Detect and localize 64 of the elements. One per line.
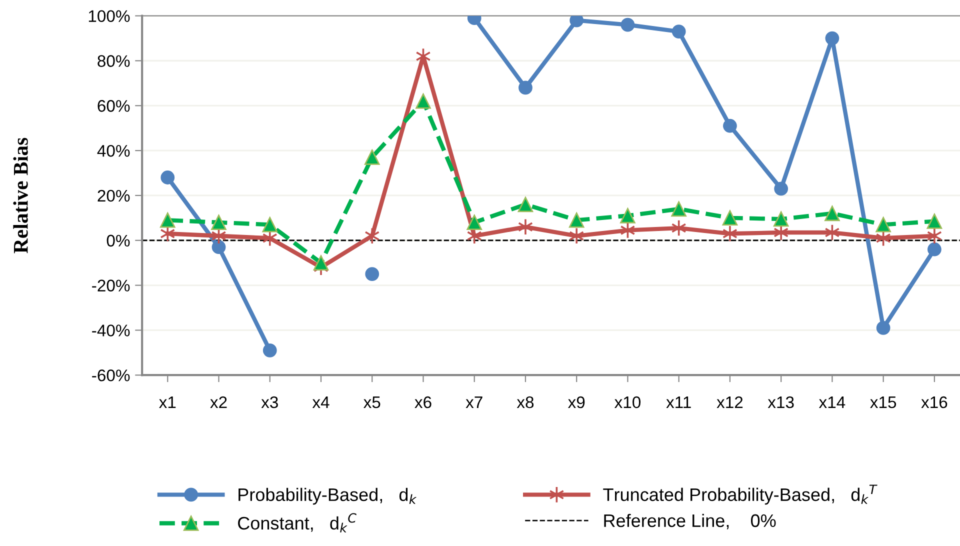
point (876, 321, 890, 335)
point (364, 227, 380, 244)
point (160, 212, 176, 228)
point (926, 227, 942, 244)
point (569, 227, 584, 244)
point (824, 206, 840, 222)
x-tick-label: x14 (818, 396, 846, 408)
y-tick-label: 60% (98, 100, 130, 112)
point (466, 214, 482, 230)
y-tick-label: 80% (98, 55, 130, 67)
point (825, 31, 840, 46)
point (927, 242, 942, 256)
point (672, 24, 686, 38)
x-tick-label: x9 (568, 396, 585, 408)
legend-label: Reference Line, 0% (604, 514, 776, 530)
point (723, 118, 737, 133)
point (364, 150, 380, 165)
y-tick-label: 40% (97, 144, 130, 157)
point (722, 210, 738, 226)
x-tick-label: x5 (364, 396, 380, 408)
x-tick-label: x2 (210, 396, 227, 408)
point (160, 170, 175, 184)
point (568, 212, 584, 228)
point (926, 214, 942, 229)
x-tick-label: x11 (666, 396, 691, 408)
point (416, 94, 431, 109)
point (518, 196, 534, 212)
y-tick-label: 20% (98, 190, 130, 202)
point (773, 211, 789, 227)
point (262, 217, 278, 232)
x-tick-label: x1 (159, 396, 176, 408)
point (518, 218, 533, 236)
point (722, 225, 738, 242)
x-tick-label: x6 (414, 396, 432, 408)
point (620, 18, 635, 32)
x-tick-label: x8 (516, 396, 534, 408)
point (212, 240, 226, 254)
y-tick-label: 100% (88, 10, 130, 22)
point (774, 182, 788, 196)
y-axis-title: Relative Bias (13, 138, 28, 254)
y-tick-label: -40% (92, 324, 130, 336)
legend-label: Probability-Based, d$_{k}$ (238, 488, 417, 505)
x-tick-label: x13 (768, 396, 794, 408)
x-tick-label: x3 (261, 396, 278, 408)
point (620, 208, 636, 224)
x-tick-label: x12 (716, 396, 743, 408)
y-tick-label: 0% (106, 234, 130, 247)
point (876, 217, 891, 232)
x-tick-label: x16 (921, 396, 948, 408)
point (211, 214, 226, 230)
point (518, 80, 532, 95)
y-tick-label: -20% (92, 280, 130, 292)
legend-label: Constant, d$_{k}$$^{C}$ (238, 513, 356, 532)
x-tick-label: x7 (466, 396, 482, 408)
x-tick-label: x4 (312, 396, 330, 408)
point (313, 255, 329, 270)
y-tick-label: -60% (92, 370, 130, 382)
point (570, 16, 584, 28)
point (365, 267, 380, 282)
legend-label: Truncated Probability-Based, d$_{k}$$^{T}$ (603, 484, 878, 505)
point (671, 201, 686, 217)
point (262, 343, 277, 358)
x-tick-label: x15 (870, 396, 896, 408)
x-tick-label: x10 (614, 396, 641, 408)
